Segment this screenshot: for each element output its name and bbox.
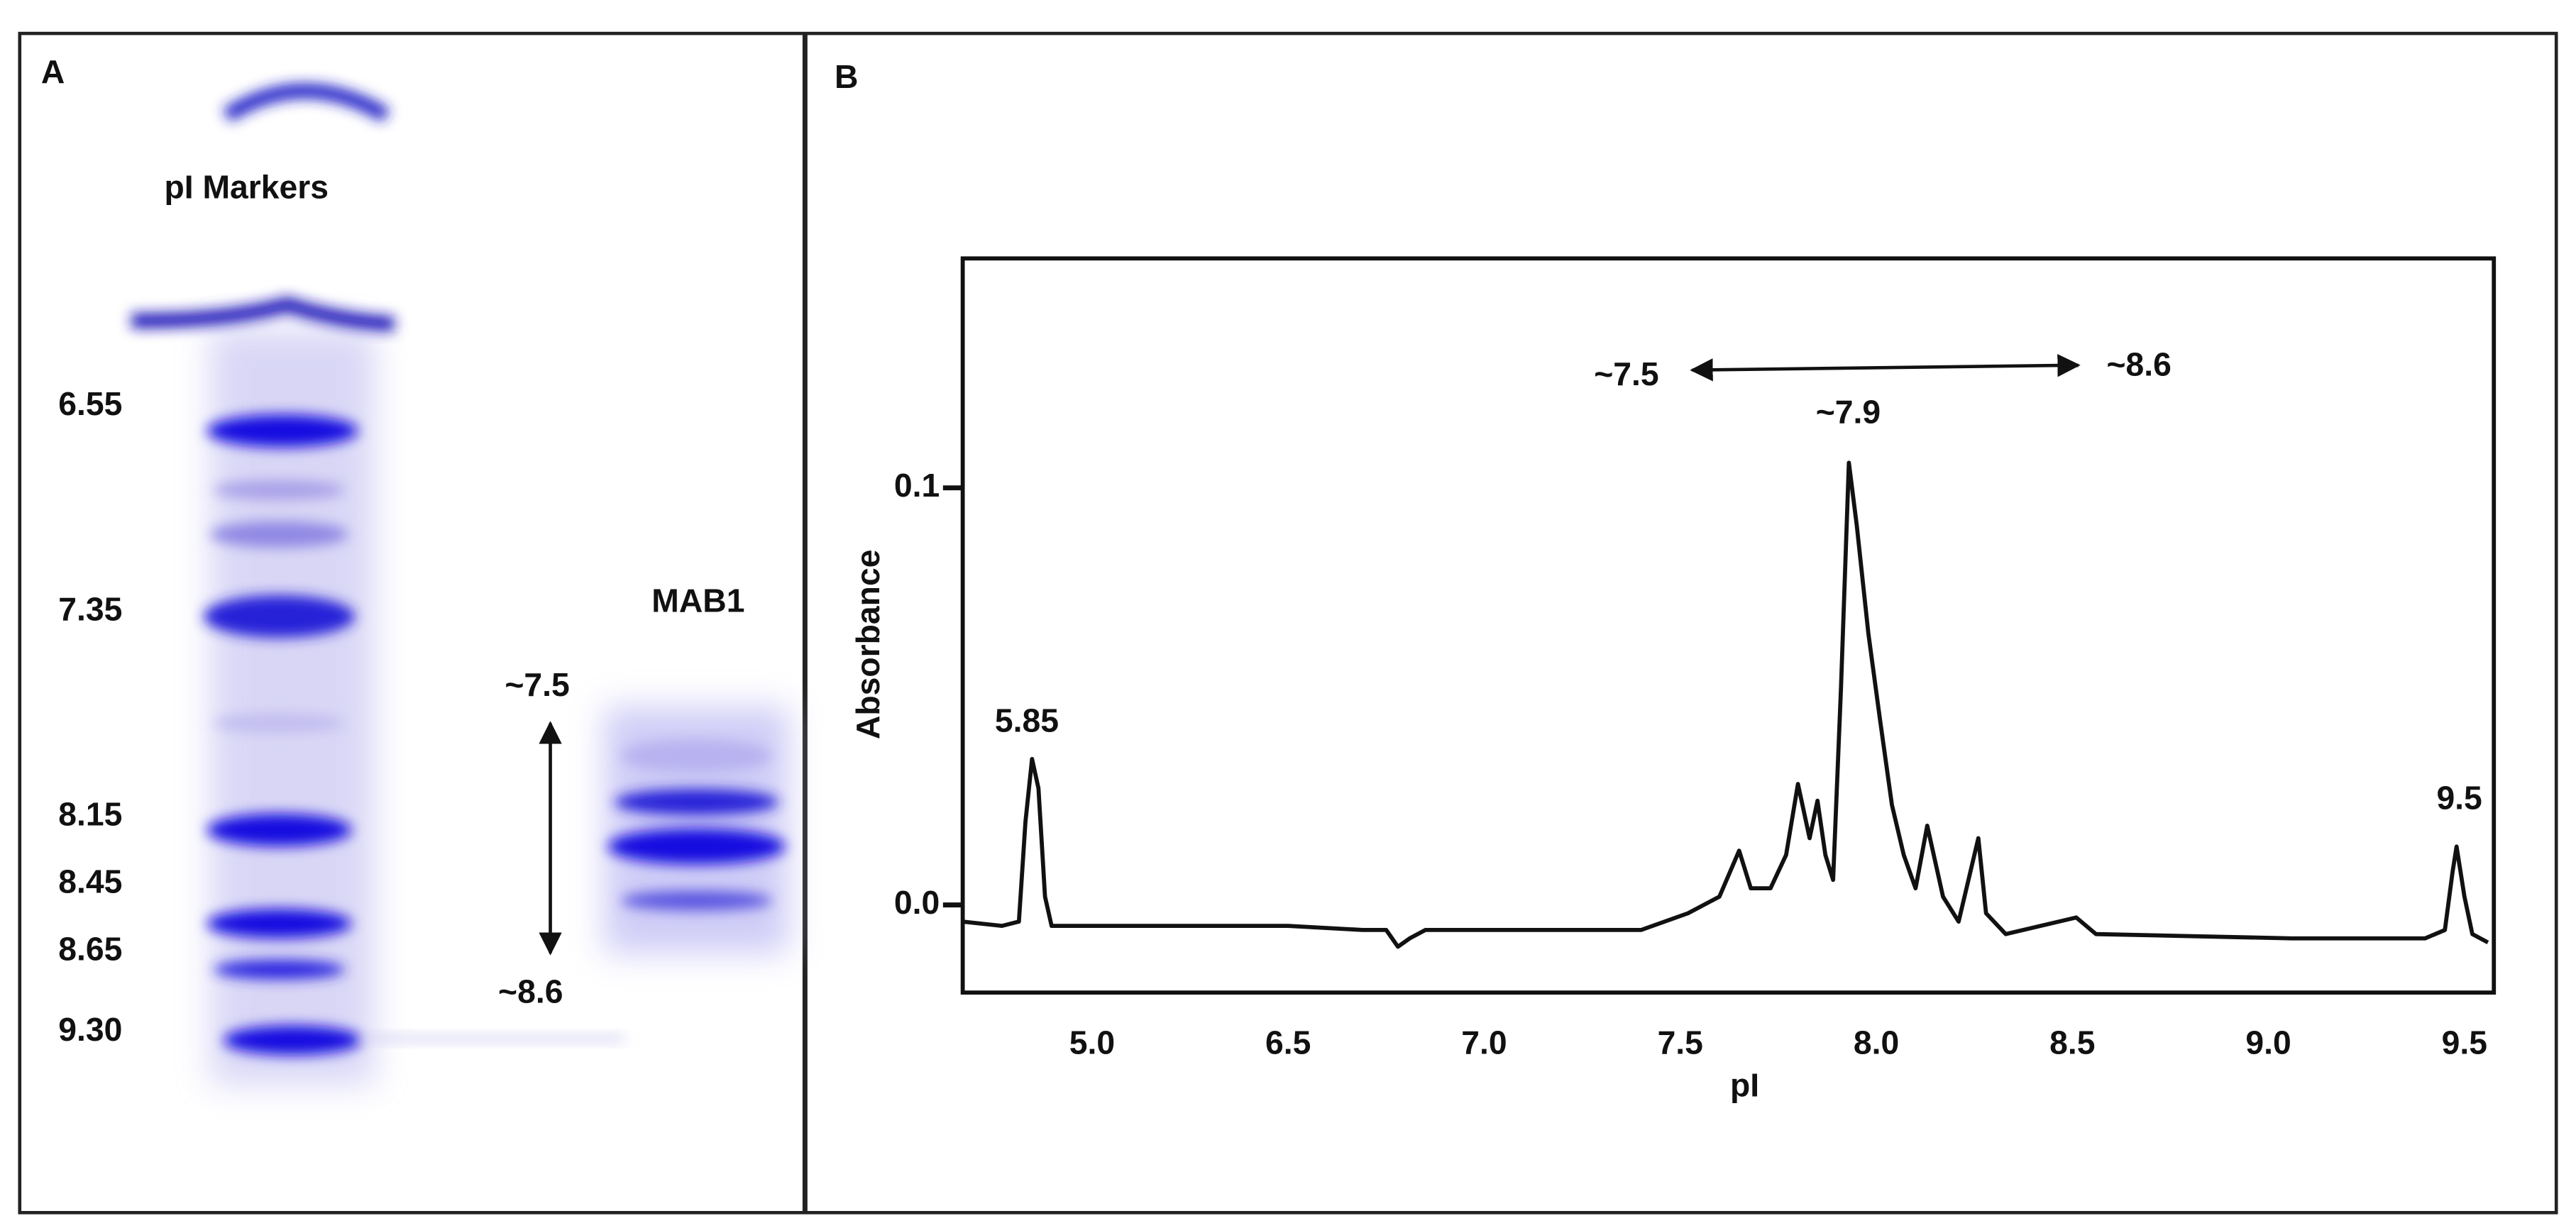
annotation: ~7.9 xyxy=(1816,393,1881,430)
plot-frame xyxy=(960,256,2497,995)
x-tick-label: 8.5 xyxy=(2049,1024,2095,1061)
marker-label: 8.15 xyxy=(58,796,122,833)
panel-label: B xyxy=(835,58,858,95)
panel-label: A xyxy=(41,53,65,90)
x-tick-label: 5.0 xyxy=(1069,1024,1115,1061)
marker-label: 7.35 xyxy=(58,590,122,627)
x-tick-label: 7.0 xyxy=(1461,1024,1507,1061)
gel-title: pI Markers xyxy=(164,168,329,205)
annotation: ~8.6 xyxy=(2106,345,2171,382)
marker-label: 9.30 xyxy=(58,1011,122,1048)
annotation: ~7.5 xyxy=(1594,355,1658,392)
range-label: ~7.5 xyxy=(505,666,569,703)
x-tick-label: 9.0 xyxy=(2245,1024,2291,1061)
marker-label: 8.65 xyxy=(58,930,122,967)
x-axis-label: pI xyxy=(1730,1067,1759,1104)
annotation: 9.5 xyxy=(2436,779,2482,816)
y-tick-label: 0.0 xyxy=(894,884,940,921)
gel xyxy=(131,83,789,1085)
x-tick-label: 9.5 xyxy=(2442,1024,2487,1061)
annotation: 5.85 xyxy=(995,702,1059,739)
y-tick-label: 0.1 xyxy=(894,467,940,504)
frame xyxy=(18,31,2558,1215)
x-tick-label: 7.5 xyxy=(1658,1024,1703,1061)
x-tick-label: 8.0 xyxy=(1854,1024,1899,1061)
range-label: ~8.6 xyxy=(498,973,563,1010)
y-axis-label: Absorbance xyxy=(849,550,886,740)
marker-label: 6.55 xyxy=(58,385,122,422)
x-tick-label: 6.5 xyxy=(1265,1024,1311,1061)
marker-label: 8.45 xyxy=(58,863,122,900)
sample-label: MAB1 xyxy=(651,582,744,619)
range-arrow xyxy=(1690,353,2081,382)
trace xyxy=(962,460,2489,949)
